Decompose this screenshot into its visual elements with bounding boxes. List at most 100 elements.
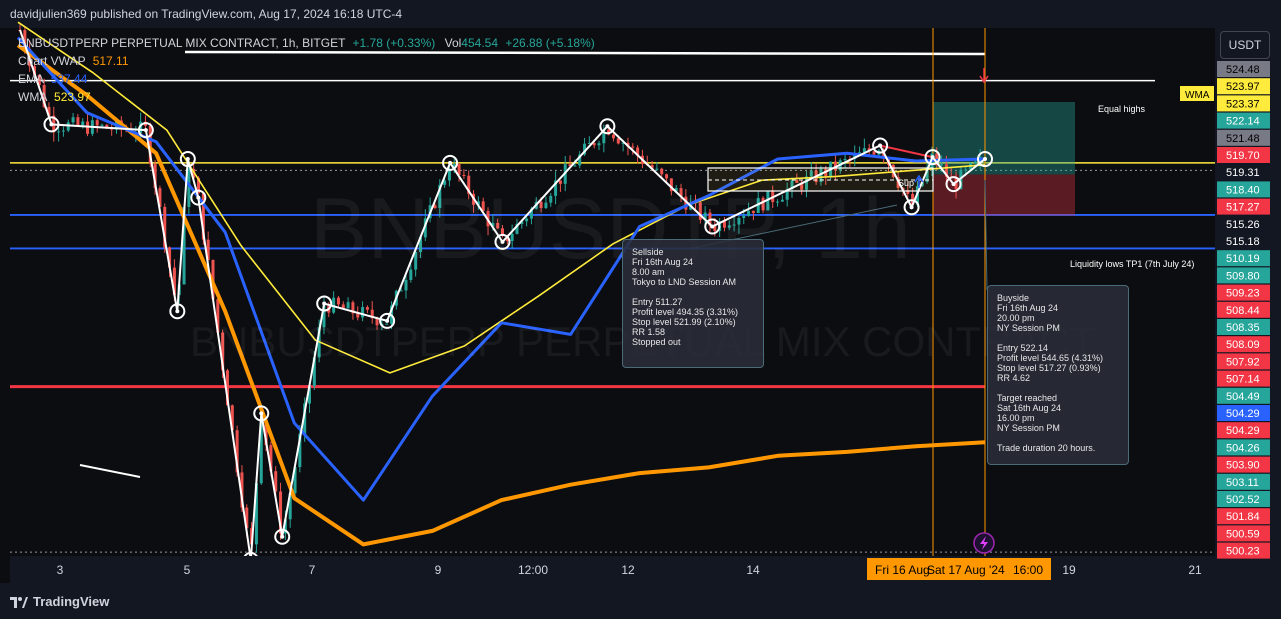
- candle-body: [597, 143, 601, 146]
- price-label-bg: [1217, 233, 1270, 249]
- candle-body: [747, 210, 751, 216]
- price-label: 515.18: [1226, 236, 1260, 248]
- zigzag-pivot: [872, 137, 889, 154]
- candle-body: [742, 215, 746, 219]
- candle-body: [496, 222, 500, 229]
- price-label: 507.14: [1226, 374, 1260, 386]
- candle-body: [303, 403, 307, 434]
- price-label-bg: [1217, 181, 1270, 198]
- candle-body: [607, 129, 611, 135]
- buyside-note-connector: [984, 179, 988, 291]
- publisher-text: davidjulien369 published on TradingView.…: [10, 7, 403, 21]
- candle-body: [86, 121, 90, 134]
- candle-body: [698, 202, 702, 220]
- candle-body: [312, 357, 316, 387]
- legend-vwap-label: Chart VWAP: [18, 54, 86, 68]
- zigzag-pivot-dot: [448, 160, 453, 165]
- lightning-icon-glyph: [980, 536, 988, 550]
- candle-body: [298, 433, 302, 468]
- price-label: 521.48: [1226, 133, 1260, 145]
- sellside-note[interactable]: Sellside Fri 16th Aug 24 8.00 am Tokyo t…: [622, 239, 764, 368]
- candle-body: [308, 386, 311, 404]
- price-label-bg: [1217, 319, 1270, 335]
- price-label-bg: [1217, 422, 1270, 439]
- candle-body: [399, 290, 403, 292]
- candle-body: [216, 299, 220, 333]
- candle-body: [332, 297, 336, 313]
- candle-body: [385, 323, 389, 325]
- candle-body: [259, 420, 263, 484]
- candle-body: [665, 174, 669, 179]
- candle-body: [515, 223, 519, 234]
- candle-body: [375, 318, 379, 326]
- price-label: 500.23: [1226, 546, 1260, 558]
- price-label-bg: [1217, 164, 1270, 181]
- candle-body: [462, 174, 466, 176]
- legend-wma-row[interactable]: WMA 523.97: [18, 88, 595, 106]
- candle-body: [47, 106, 51, 116]
- candle-body: [274, 471, 278, 492]
- zigzag-pivot-dot: [196, 195, 201, 200]
- candle-body: [481, 201, 485, 211]
- zigzag-pivot-dot: [710, 224, 715, 229]
- candle-body: [201, 193, 205, 240]
- time-tick-label: 9: [435, 563, 442, 577]
- price-label-bg: [1217, 95, 1270, 112]
- candle-body: [418, 237, 422, 252]
- candle-body: [438, 184, 442, 208]
- legend-vol-value: 454.54: [461, 36, 498, 50]
- candle-body: [433, 205, 437, 208]
- price-label: 519.31: [1226, 167, 1260, 179]
- time-highlight-bg: [867, 558, 1051, 580]
- zigzag-pivot: [599, 118, 616, 135]
- legend-ema-row[interactable]: EMA 537.44: [18, 70, 595, 88]
- candle-body: [100, 124, 104, 126]
- candle-body: [578, 154, 582, 166]
- ema-line: [16, 36, 986, 502]
- candle-body: [264, 420, 268, 446]
- candle-body: [558, 180, 562, 184]
- candle-body: [501, 228, 504, 236]
- candle-body: [341, 304, 345, 309]
- candle-body: [163, 206, 167, 248]
- price-label: 507.92: [1226, 356, 1260, 368]
- zigzag-pivot: [442, 154, 459, 171]
- range-box-label: Sup: [898, 178, 914, 188]
- publisher-bar: davidjulien369 published on TradingView.…: [0, 0, 1281, 28]
- candle-body: [42, 85, 46, 107]
- currency-button[interactable]: USDT: [1220, 31, 1270, 59]
- candle-body: [795, 180, 799, 183]
- candle-body: [684, 196, 688, 210]
- candle-body: [616, 138, 620, 144]
- price-label-bg: [1217, 250, 1270, 267]
- wma-line: [17, 21, 986, 374]
- tradingview-logo[interactable]: TradingView: [10, 594, 109, 609]
- candle-body: [776, 201, 780, 203]
- candle-body: [636, 147, 640, 156]
- candle-body: [602, 129, 606, 144]
- candle-body: [611, 134, 615, 139]
- price-label: 508.44: [1226, 305, 1260, 317]
- candle-body: [872, 151, 876, 155]
- zigzag-pivot-dot: [500, 239, 505, 244]
- candle-body: [197, 177, 201, 194]
- buyside-note[interactable]: Buyside Fri 16th Aug 24 20.00 pm NY Sess…: [987, 285, 1129, 465]
- candle-body: [964, 169, 968, 171]
- candle-body: [780, 199, 784, 202]
- candle-body: [631, 146, 635, 148]
- zigzag-pivot: [43, 116, 60, 133]
- legend-vol-label[interactable]: Vol: [444, 36, 462, 50]
- candle-body: [713, 225, 717, 231]
- candle-body: [819, 168, 823, 183]
- candle-body: [583, 143, 587, 155]
- candle-body: [279, 491, 283, 534]
- legend-vwap-row[interactable]: Chart VWAP 517.11: [18, 52, 595, 70]
- price-label: 503.11: [1226, 477, 1259, 489]
- candle-body: [906, 190, 910, 194]
- zigzag-pivot: [704, 218, 721, 235]
- candle-body: [365, 307, 369, 310]
- candle-body: [727, 225, 731, 228]
- time-tick-label: 19: [1062, 563, 1076, 577]
- legend-symbol[interactable]: BNBUSDTPERP PERPETUAL MIX CONTRACT, 1h, …: [18, 36, 346, 50]
- equal-highs-label: Equal highs: [1098, 104, 1146, 114]
